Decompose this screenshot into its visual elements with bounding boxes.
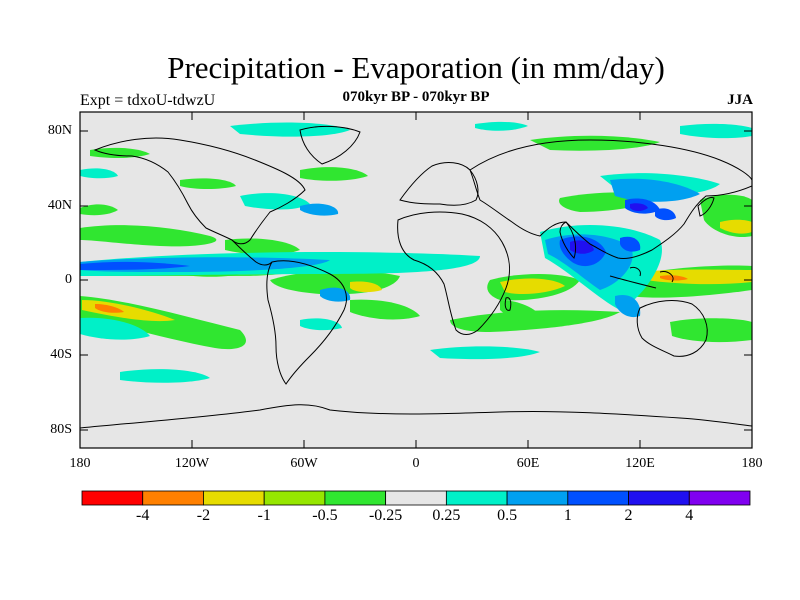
season-label: JJA xyxy=(727,92,753,108)
orange-patches xyxy=(95,275,688,313)
lon-label-60w: 60W xyxy=(290,456,318,471)
coast-india xyxy=(559,221,577,259)
coast-south-america xyxy=(266,260,347,385)
figure-subtitle: 070kyr BP - 070kyr BP xyxy=(342,89,490,105)
colorbar-swatch-6 xyxy=(445,490,508,506)
field-layer xyxy=(80,121,752,383)
colorbar-label-1: -2 xyxy=(196,507,211,524)
coast-japan xyxy=(697,197,715,217)
coast-madagascar xyxy=(504,297,512,311)
colorbar-swatch-7 xyxy=(506,490,569,506)
colorbar-swatch-4 xyxy=(324,490,387,506)
coast-europe xyxy=(399,162,479,206)
colorbar xyxy=(81,490,751,506)
coast-north-america xyxy=(93,137,306,245)
lat-label-0: 0 xyxy=(65,272,72,287)
lon-label-120w: 120W xyxy=(174,456,210,471)
lon-label-180w: 180 xyxy=(69,456,91,471)
colorbar-label-7: 1 xyxy=(563,507,572,524)
coast-australia xyxy=(636,300,708,357)
colorbar-swatch-2 xyxy=(203,490,265,506)
coast-antarctica xyxy=(80,404,752,429)
lat-label-80s: 80S xyxy=(50,422,72,437)
colorbar-label-5: 0.25 xyxy=(432,507,461,524)
lat-ticks xyxy=(80,130,752,431)
lon-label-0: 0 xyxy=(412,456,420,471)
lon-label-60e: 60E xyxy=(516,456,540,471)
colorbar-swatch-1 xyxy=(142,490,204,506)
colorbar-label-6: 0.5 xyxy=(497,507,518,524)
colorbar-swatch-3 xyxy=(263,490,326,506)
colorbar-label-4: -0.25 xyxy=(368,507,403,524)
coastlines xyxy=(80,125,752,429)
lon-label-180e: 180 xyxy=(741,456,763,471)
coast-asia xyxy=(469,139,752,259)
figure-title: Precipitation - Evaporation (in mm/day) xyxy=(167,50,665,85)
lat-label-40n: 40N xyxy=(47,198,72,213)
colorbar-label-9: 4 xyxy=(685,507,694,524)
experiment-label: Expt = tdxoU-tdwzU xyxy=(80,92,216,109)
coast-africa xyxy=(397,211,510,335)
colorbar-swatch-8 xyxy=(567,490,629,506)
lon-label-120e: 120E xyxy=(625,456,655,471)
lon-ticks xyxy=(79,112,753,448)
coast-indonesia xyxy=(609,267,674,289)
lat-label-80n: 80N xyxy=(47,123,72,138)
colorbar-swatch-9 xyxy=(628,490,690,506)
colorbar-swatch-0 xyxy=(81,490,144,506)
lat-label-40s: 40S xyxy=(50,347,72,362)
colorbar-label-0: -4 xyxy=(136,507,150,524)
coast-central-america xyxy=(231,239,273,266)
colorbar-label-3: -0.5 xyxy=(312,507,338,524)
colorbar-label-8: 2 xyxy=(624,507,633,524)
colorbar-swatch-10 xyxy=(688,490,751,506)
colorbar-label-2: -1 xyxy=(257,507,271,524)
coast-greenland xyxy=(299,125,361,165)
colorbar-swatch-5 xyxy=(385,490,447,506)
